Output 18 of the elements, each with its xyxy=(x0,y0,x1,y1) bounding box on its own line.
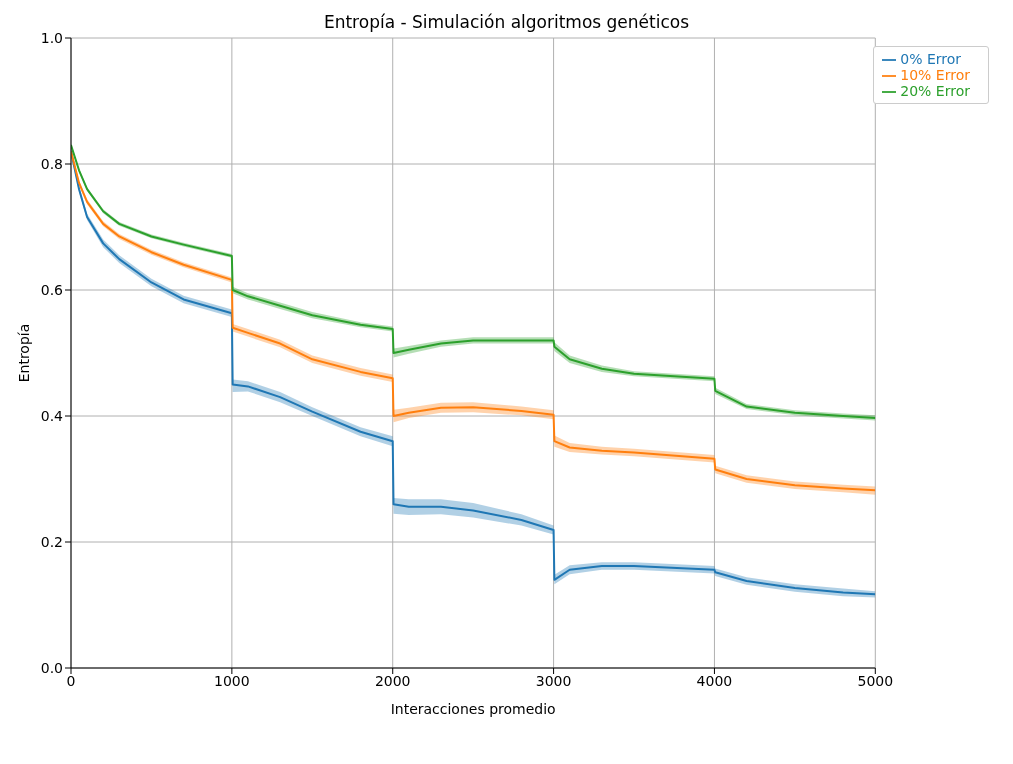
x-tick-label: 3000 xyxy=(535,672,572,689)
x-tick-label: 4000 xyxy=(696,672,733,689)
y-tick-label: 0.2 xyxy=(40,533,63,550)
x-axis-title: Interacciones promedio xyxy=(390,701,556,717)
legend-label: 20% Error xyxy=(900,83,970,99)
legend-label: 10% Error xyxy=(900,67,970,83)
x-tick-label: 1000 xyxy=(214,672,250,689)
y-axis-title: Entropía xyxy=(15,323,32,383)
y-tick-label: 0.6 xyxy=(40,281,64,298)
y-tick-label: 0.4 xyxy=(40,407,64,424)
chart-title: Entropía - Simulación algoritmos genéticos xyxy=(323,12,690,32)
y-tick-label: 0.8 xyxy=(40,155,63,172)
x-tick-label: 0 xyxy=(66,672,76,689)
y-tick-label: 1.0 xyxy=(40,29,63,46)
legend-label: 0% Error xyxy=(900,51,962,67)
x-tick-label: 2000 xyxy=(374,672,411,689)
x-tick-label: 5000 xyxy=(857,672,894,689)
y-tick-label: 0.0 xyxy=(40,659,63,676)
